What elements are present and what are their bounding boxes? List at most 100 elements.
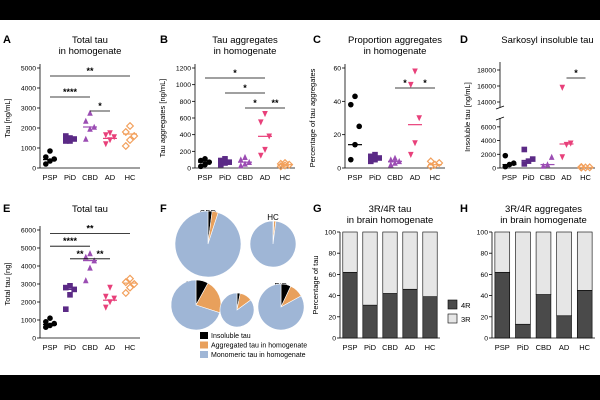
data-point-B-PiD bbox=[218, 157, 224, 164]
pie-slice-PSP-monomeric bbox=[219, 292, 255, 328]
data-point-E-PiD bbox=[67, 283, 73, 289]
x-tick-label-C: AD bbox=[410, 173, 421, 182]
x-tick-label-H: CBD bbox=[536, 343, 552, 352]
data-point-D-PiD bbox=[521, 146, 528, 153]
data-point-C-PiD bbox=[372, 156, 378, 163]
data-point-B-PiD bbox=[222, 156, 228, 162]
x-tick-label-D: CBD bbox=[540, 173, 556, 182]
data-point-D-HC bbox=[585, 163, 594, 172]
bar-3R-G-AD bbox=[402, 231, 418, 290]
data-point-E-AD bbox=[107, 284, 113, 291]
y-tick-label-G: 40 bbox=[328, 293, 336, 300]
panel-letter-D: D bbox=[460, 34, 468, 46]
pie-slice-CBD-monomeric bbox=[174, 210, 242, 278]
data-point-C-PSP bbox=[356, 123, 363, 130]
y-axis-label-G: Percentage of tau bbox=[311, 255, 320, 314]
data-point-E-HC bbox=[121, 288, 130, 298]
x-tick-label-G: PSP bbox=[342, 343, 357, 352]
data-point-A-AD bbox=[103, 132, 109, 139]
data-point-A-HC bbox=[121, 127, 130, 137]
significance-label-E: ** bbox=[86, 224, 94, 234]
x-tick-label-B: AD bbox=[260, 173, 271, 182]
y-tick-label-G: 100 bbox=[325, 230, 337, 237]
panel-title-B: Tau aggregates bbox=[212, 35, 278, 46]
data-point-A-AD bbox=[111, 134, 117, 141]
x-tick-label-H: PSP bbox=[495, 343, 510, 352]
panel-title-B: in homogenate bbox=[214, 46, 277, 57]
data-point-A-HC bbox=[130, 131, 139, 141]
data-point-A-HC bbox=[125, 135, 135, 145]
data-point-D-AD bbox=[559, 154, 566, 161]
y-tick-label-H: 20 bbox=[480, 314, 488, 321]
data-point-D-PiD bbox=[521, 161, 528, 167]
pie-slice-PiD-monomeric bbox=[257, 283, 305, 331]
y-axis-label-E: Total tau [ng] bbox=[3, 263, 12, 306]
data-point-E-CBD bbox=[83, 253, 89, 260]
significance-label-B: * bbox=[243, 83, 247, 93]
data-point-C-AD bbox=[412, 140, 418, 147]
y-tick-label-A: 1000 bbox=[21, 146, 36, 153]
x-tick-label-H: PiD bbox=[517, 343, 530, 352]
x-tick-label-D: AD bbox=[561, 173, 572, 182]
data-point-A-CBD bbox=[87, 109, 93, 116]
data-point-E-AD bbox=[103, 293, 109, 300]
data-point-E-HC bbox=[121, 278, 130, 287]
bar-3R-G-PiD bbox=[362, 231, 378, 306]
data-point-E-CBD bbox=[87, 264, 93, 271]
data-point-A-PiD bbox=[67, 138, 73, 144]
bar-3R-H-PSP bbox=[494, 231, 511, 273]
significance-label-E: ** bbox=[76, 249, 84, 259]
data-point-B-PiD bbox=[218, 161, 224, 168]
panel-title-H: 3R/4R aggregates bbox=[505, 204, 582, 215]
x-tick-label-E: PiD bbox=[64, 343, 77, 352]
y-tick-label-B: 1000 bbox=[176, 82, 191, 89]
y-tick-label-D: 16000 bbox=[477, 84, 496, 91]
data-point-C-AD bbox=[416, 115, 422, 122]
y-tick-label-E: 0 bbox=[32, 336, 36, 343]
y-axis-label-B: Tau aggregates [ng/mL] bbox=[158, 79, 167, 158]
x-tick-label-C: PSP bbox=[347, 173, 362, 182]
data-point-A-CBD bbox=[87, 125, 93, 132]
data-point-E-PiD bbox=[63, 284, 69, 291]
data-point-B-PiD bbox=[222, 160, 228, 166]
data-point-E-HC bbox=[125, 283, 135, 292]
y-tick-label-E: 2000 bbox=[21, 300, 36, 307]
data-point-C-AD bbox=[412, 68, 418, 75]
bar-3R-H-AD bbox=[556, 231, 572, 317]
data-point-E-PSP bbox=[43, 319, 49, 325]
x-tick-label-D: HC bbox=[580, 173, 591, 182]
data-point-A-PiD bbox=[63, 133, 69, 139]
x-tick-label-G: AD bbox=[405, 343, 416, 352]
data-point-A-AD bbox=[107, 130, 113, 137]
x-tick-label-H: HC bbox=[579, 343, 590, 352]
panel-title-D: Sarkosyl insoluble tau bbox=[501, 35, 593, 46]
data-point-E-AD bbox=[111, 295, 117, 302]
y-tick-label-G: 60 bbox=[328, 272, 336, 279]
data-point-A-PSP bbox=[43, 161, 49, 167]
bar-4R-G-PiD bbox=[362, 304, 378, 339]
x-tick-label-C: CBD bbox=[387, 173, 403, 182]
y-tick-label-E: 6000 bbox=[21, 228, 36, 235]
bar-3R-H-PiD bbox=[515, 231, 531, 325]
x-tick-label-C: PiD bbox=[369, 173, 382, 182]
y-tick-label-H: 100 bbox=[477, 230, 489, 237]
x-tick-label-E: CBD bbox=[82, 343, 98, 352]
y-tick-label-E: 1000 bbox=[21, 318, 36, 325]
data-point-C-AD bbox=[408, 81, 414, 88]
x-tick-label-A: PSP bbox=[42, 173, 57, 182]
data-point-B-AD bbox=[258, 119, 264, 126]
data-point-A-CBD bbox=[83, 135, 89, 142]
significance-label-B: * bbox=[233, 68, 237, 78]
data-point-D-HC bbox=[577, 162, 586, 172]
y-tick-label-C: 20 bbox=[333, 132, 341, 139]
data-point-A-HC bbox=[125, 121, 135, 131]
x-tick-label-E: PSP bbox=[42, 343, 57, 352]
data-point-B-PSP bbox=[202, 156, 208, 162]
legend-swatch-F bbox=[200, 341, 208, 349]
legend-swatch-F bbox=[200, 351, 208, 358]
data-point-B-HC bbox=[280, 158, 290, 168]
y-tick-label-D: 6000 bbox=[481, 124, 496, 131]
x-tick-label-H: AD bbox=[559, 343, 570, 352]
data-point-B-CBD bbox=[242, 153, 248, 160]
y-tick-label-H: 80 bbox=[480, 251, 488, 258]
